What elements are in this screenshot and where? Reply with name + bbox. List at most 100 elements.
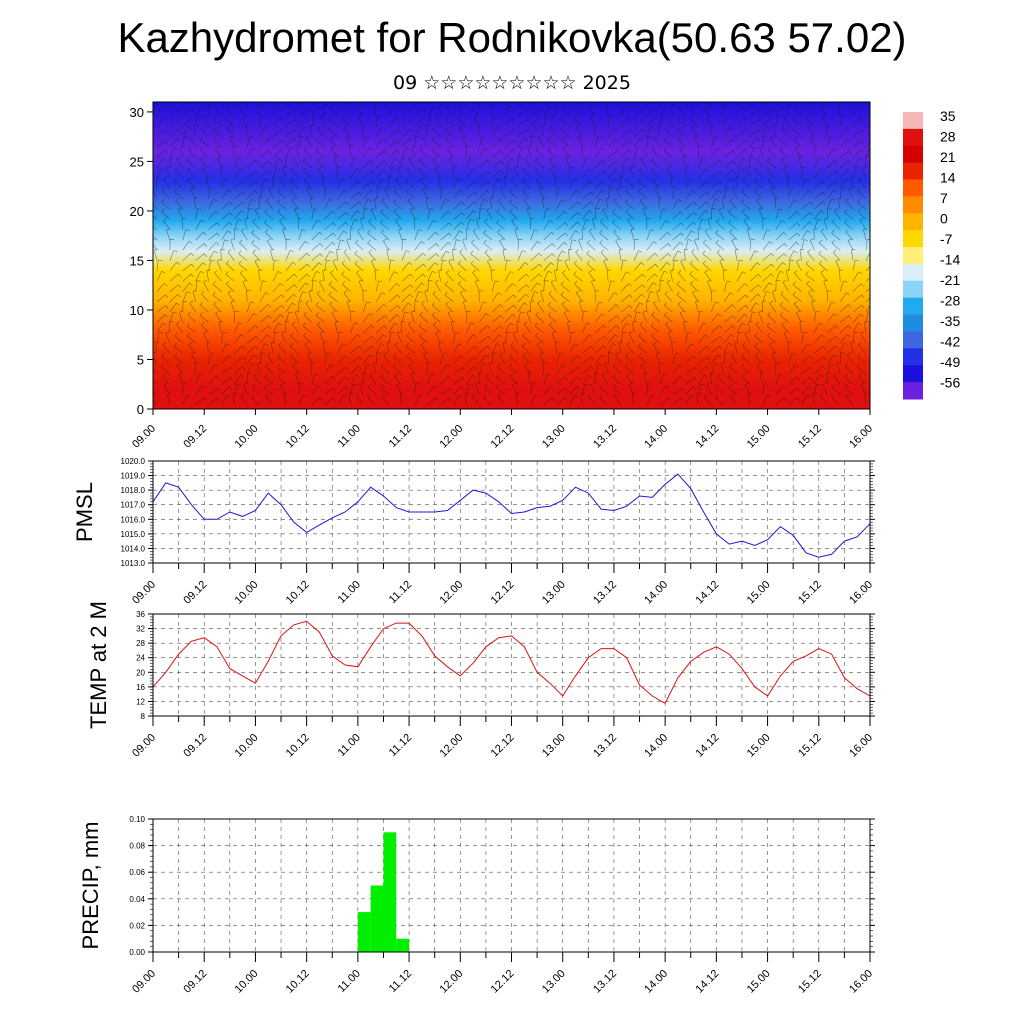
colorbar-swatch xyxy=(903,145,923,164)
y-tick-label: 24 xyxy=(136,654,145,663)
y-tick-label: 0.10 xyxy=(129,815,145,824)
colorbar-swatch xyxy=(903,230,923,248)
y-tick-label: 1013.0 xyxy=(121,559,146,568)
precipitation-chart: 0.00 0.02 0.04 0.06 0.08 0.10 09.00 09.12 10.00 1… xyxy=(78,815,875,996)
x-tick-label: 10.00 xyxy=(233,579,261,607)
colorbar-swatch xyxy=(903,213,923,231)
x-tick-label: 14.00 xyxy=(642,579,670,607)
x-tick-label: 11.12 xyxy=(387,579,414,606)
colorbar-swatch xyxy=(903,263,923,282)
y-tick-label: 20 xyxy=(130,204,144,219)
colorbar-swatch xyxy=(903,128,923,147)
y-tick-label: 28 xyxy=(136,639,145,648)
x-tick-label: 09.00 xyxy=(130,423,158,451)
x-tick-label: 09.00 xyxy=(130,968,158,996)
y-tick-label: 0.06 xyxy=(129,868,145,877)
y-tick-label: 1016.0 xyxy=(121,515,146,524)
pmsl-chart: 1013.0 1014.0 1015.0 1016.0 1017.0 1018.0 1019… xyxy=(72,457,875,607)
y-tick-label: 0.02 xyxy=(129,921,145,930)
y-tick-label: 1014.0 xyxy=(121,544,146,553)
x-tick-label: 10.12 xyxy=(284,423,312,451)
colorbar-label: 28 xyxy=(940,129,956,145)
y-tick-label: 16 xyxy=(136,683,145,692)
x-tick-label: 12.00 xyxy=(437,968,465,996)
x-tick-label: 12.12 xyxy=(489,968,517,996)
x-tick-label: 09.12 xyxy=(181,423,209,451)
x-tick-label: 10.12 xyxy=(284,732,312,760)
wind-barb-path xyxy=(153,102,870,406)
y-tick-label: 1017.0 xyxy=(121,501,146,510)
x-tick-label: 14.00 xyxy=(642,732,670,760)
x-tick-label: 11.00 xyxy=(336,423,363,450)
x-tick-label: 16.00 xyxy=(847,732,875,760)
colorbar-label: -35 xyxy=(940,313,960,329)
colorbar-swatch xyxy=(903,162,923,181)
x-tick-label: 09.12 xyxy=(181,579,209,607)
colorbar-label: 14 xyxy=(940,170,956,186)
x-tick-label: 14.12 xyxy=(694,579,722,607)
x-tick-label: 10.12 xyxy=(284,579,312,607)
colorbar-swatch xyxy=(903,365,923,383)
colorbar-label: 21 xyxy=(940,149,956,165)
x-tick-label: 11.00 xyxy=(336,732,363,759)
x-tick-label: 14.12 xyxy=(694,732,722,760)
x-tick-label: 12.12 xyxy=(489,579,517,607)
series-line xyxy=(152,473,871,558)
x-tick-label: 13.00 xyxy=(540,423,568,451)
x-tick-label: 09.00 xyxy=(130,732,158,760)
x-tick-label: 13.12 xyxy=(591,423,619,451)
colorbar: 35 28 21 14 7 0 -7 -14 -21 -28 -35 -42 -49 -56 xyxy=(903,108,960,400)
panel-frame xyxy=(152,613,871,717)
y-tick-label: 25 xyxy=(130,154,144,169)
colorbar-label: 35 xyxy=(940,108,956,124)
y-tick-label: 5 xyxy=(137,352,144,367)
y-tick-label: 20 xyxy=(136,668,145,677)
x-tick-label: 12.12 xyxy=(489,732,517,760)
x-tick-label: 15.00 xyxy=(745,579,773,607)
y-axis-label: TEMP at 2 M xyxy=(86,601,111,729)
colorbar-swatch xyxy=(903,314,923,332)
x-tick-label: 15.00 xyxy=(745,732,773,760)
chart-title: Kazhydromet for Rodnikovka(50.63 57.02) xyxy=(117,14,907,61)
x-tick-label: 11.00 xyxy=(336,579,363,606)
x-tick-label: 15.00 xyxy=(745,423,773,451)
x-tick-label: 13.12 xyxy=(591,579,619,607)
colorbar-label: -21 xyxy=(940,272,960,288)
panel-frame xyxy=(152,818,871,953)
y-tick-label: 1019.0 xyxy=(121,472,146,481)
x-tick-label: 11.12 xyxy=(387,968,414,995)
precip-bar xyxy=(383,832,397,952)
x-tick-label: 10.12 xyxy=(284,968,312,996)
colorbar-swatch xyxy=(903,331,923,349)
y-tick-label: 0.08 xyxy=(129,842,145,851)
y-tick-label: 1018.0 xyxy=(121,486,146,495)
y-tick-label: 36 xyxy=(136,610,145,619)
precip-bar xyxy=(357,912,371,952)
x-tick-label: 09.12 xyxy=(181,732,209,760)
x-tick-label: 15.12 xyxy=(796,732,824,760)
cross-section-heatmap: 0 5 10 15 20 25 30 09.00 09.12 10.00 10.12 11.00 11.… xyxy=(130,101,875,451)
colorbar-swatch xyxy=(903,196,923,214)
x-tick-label: 14.12 xyxy=(694,423,722,451)
colorbar-label: -56 xyxy=(940,375,960,391)
x-tick-label: 09.12 xyxy=(181,968,209,996)
colorbar-label: -14 xyxy=(940,252,960,268)
x-tick-label: 12.00 xyxy=(437,423,465,451)
y-tick-label: 0.00 xyxy=(129,948,145,957)
y-tick-label: 1015.0 xyxy=(121,530,146,539)
colorbar-swatch xyxy=(903,280,923,299)
x-tick-label: 13.00 xyxy=(540,968,568,996)
x-tick-label: 13.00 xyxy=(540,732,568,760)
y-axis-label: PMSL xyxy=(72,482,97,542)
colorbar-swatch xyxy=(903,348,923,366)
y-tick-label: 0.04 xyxy=(129,895,145,904)
x-tick-label: 11.12 xyxy=(387,423,414,450)
x-tick-label: 13.12 xyxy=(591,968,619,996)
panel-frame xyxy=(152,460,871,564)
x-tick-label: 11.00 xyxy=(336,968,363,995)
colorbar-swatch xyxy=(903,297,923,316)
x-tick-label: 15.12 xyxy=(796,423,824,451)
x-tick-label: 16.00 xyxy=(847,423,875,451)
colorbar-swatch xyxy=(903,247,923,265)
